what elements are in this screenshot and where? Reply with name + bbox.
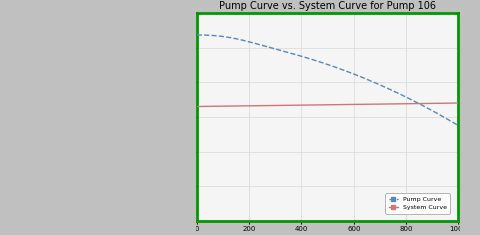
Y-axis label: Head (feet): Head (feet)	[166, 95, 175, 139]
Legend: Pump Curve, System Curve: Pump Curve, System Curve	[385, 193, 450, 214]
Title: Pump Curve vs. System Curve for Pump 106: Pump Curve vs. System Curve for Pump 106	[219, 1, 436, 11]
